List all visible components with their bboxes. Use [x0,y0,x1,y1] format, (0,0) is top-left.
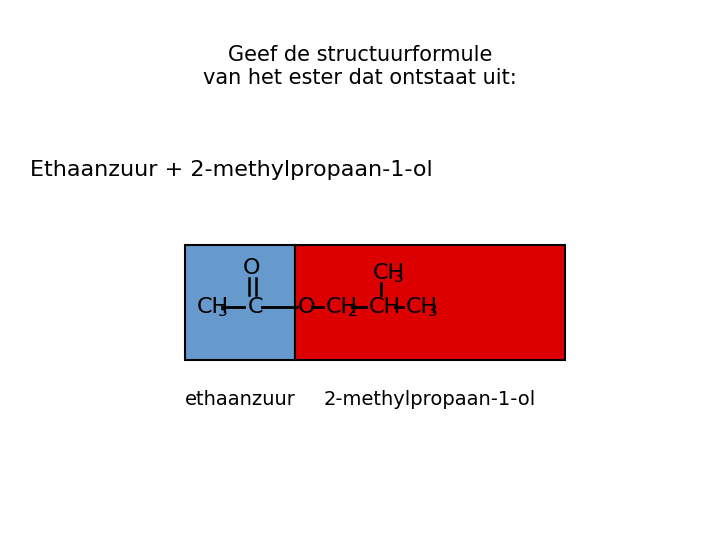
Text: CH: CH [197,297,229,317]
Bar [295,245,565,360]
Text: 2-methylpropaan-1-ol: 2-methylpropaan-1-ol [324,390,536,409]
Text: 3: 3 [394,271,404,286]
Text: 2: 2 [348,305,358,320]
Bar [185,245,295,360]
Text: C: C [248,297,264,317]
Text: 3: 3 [218,305,228,320]
Text: Ethaanzuur + 2-methylpropaan-1-ol: Ethaanzuur + 2-methylpropaan-1-ol [30,160,433,180]
Text: ethaanzuur: ethaanzuur [184,390,295,409]
Text: CH: CH [373,263,405,283]
Text: O: O [243,258,261,278]
Text: CH: CH [326,297,358,317]
Text: O: O [298,297,315,317]
Text: Geef de structuurformule
van het ester dat ontstaat uit:: Geef de structuurformule van het ester d… [203,45,517,88]
Text: CH: CH [369,297,401,317]
Text: CH: CH [406,297,438,317]
Text: 3: 3 [428,305,438,320]
